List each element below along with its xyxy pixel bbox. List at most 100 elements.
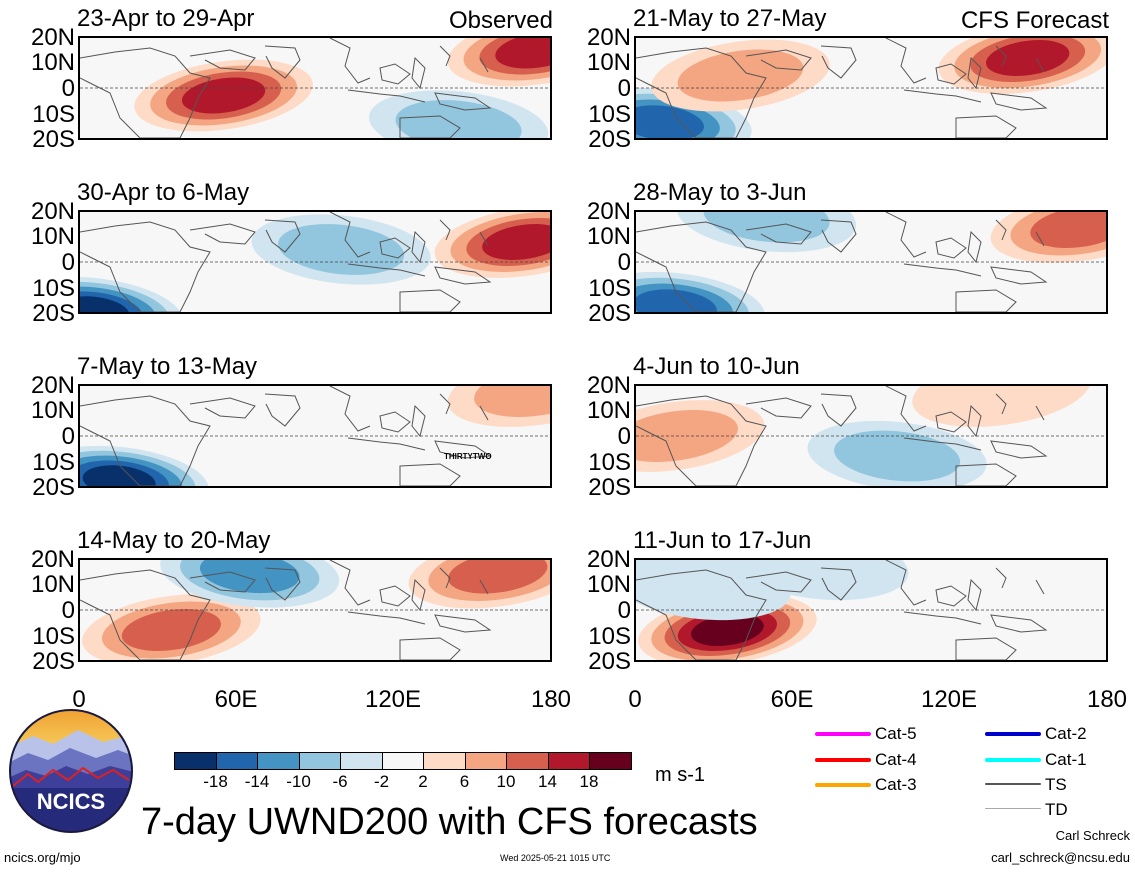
lon-label-left-180: 180	[530, 686, 572, 713]
coastline-11	[479, 231, 489, 247]
panel-title-4: 14-May to 20-May	[77, 527, 271, 554]
anomaly-contour-3-1	[912, 386, 1091, 427]
coastline-1	[80, 47, 211, 138]
coastline-1	[636, 395, 767, 486]
colorbar-swatch-6	[381, 752, 424, 770]
lat-label-r4-c1-3: 0	[61, 597, 75, 624]
lon-label-left-0: 0	[72, 686, 86, 713]
coastline-1	[80, 569, 211, 660]
coastline-8	[990, 440, 1048, 459]
lat-label-r1-c1-2: 10N	[30, 49, 75, 76]
map-panel-1	[78, 36, 552, 140]
coastline-4	[885, 560, 927, 606]
coastline-5	[347, 89, 426, 103]
anomaly-contour-3-1	[729, 560, 909, 601]
coastline-9	[399, 289, 461, 312]
coastline-9	[399, 115, 461, 138]
colorbar-swatch-4	[298, 752, 341, 770]
coastline-6	[935, 63, 967, 85]
map-svg-6	[636, 212, 1106, 312]
coastline-10	[439, 567, 451, 589]
coastline-4	[885, 38, 927, 84]
lon-label-right-120e: 120E	[920, 686, 978, 713]
colorbar-tick-2: -14	[244, 772, 270, 791]
ncics-logo: NCICS	[8, 708, 134, 834]
lat-label-r3-c2-1: 20N	[586, 372, 631, 399]
colorbar-tick-6: 2	[418, 772, 428, 791]
coastline-11	[1035, 57, 1045, 73]
coastline-8	[434, 440, 492, 459]
coastline-6	[935, 237, 967, 259]
legend-line-cat-2	[985, 732, 1041, 736]
colorbar-units: m s-1	[655, 764, 705, 786]
anomaly-contour-1-4	[181, 77, 266, 114]
map-svg-2	[80, 212, 550, 312]
logo-text: NCICS	[36, 789, 106, 814]
coastline-3	[264, 393, 301, 427]
footer-timestamp: Wed 2025-05-21 1015 UTC	[500, 853, 611, 863]
legend-label-cat-1: Cat-1	[1045, 750, 1087, 769]
anomaly-contour-1-3	[1030, 212, 1106, 248]
coastline-2	[745, 397, 812, 419]
legend-label-td: TD	[1045, 800, 1068, 819]
ncics-logo-icon	[9, 709, 133, 833]
colorbar-swatch-2	[215, 752, 258, 770]
coastline-2	[189, 571, 256, 593]
coastline-9	[399, 463, 461, 486]
coastline-5	[347, 437, 426, 451]
legend-label-cat-5: Cat-5	[875, 724, 917, 743]
coastline-8	[990, 92, 1048, 111]
lat-label-r4-c1-1: 20N	[30, 546, 75, 573]
coastline-3	[264, 567, 301, 601]
lat-label-r2-c1-2: 10N	[30, 223, 75, 250]
panel-title-6: 28-May to 3-Jun	[633, 179, 807, 206]
legend-line-cat-3	[815, 783, 871, 787]
colorbar-swatch-9	[506, 752, 549, 770]
colorbar-tick-5: -2	[373, 772, 390, 791]
coastline-10	[995, 45, 1007, 67]
coastline-1	[80, 395, 211, 486]
anomaly-contour-1-4	[482, 223, 550, 261]
panel-title-7: 4-Jun to 10-Jun	[633, 353, 800, 380]
coastline-8	[990, 266, 1048, 285]
coastline-10	[995, 219, 1007, 241]
colorbar-tick-4: -6	[332, 772, 348, 791]
coastline-10	[439, 393, 451, 415]
lat-label-r2-c1-1: 20N	[30, 198, 75, 225]
coastline-10	[995, 393, 1007, 415]
lat-label-r1-c1-3: 0	[61, 75, 75, 102]
coastline-8	[434, 614, 492, 633]
anomaly-contour-2-2	[474, 386, 550, 417]
map-panel-2	[78, 210, 552, 314]
lat-label-r1-c2-4: 10S	[588, 101, 631, 128]
coastline-5	[347, 263, 426, 277]
anomaly-contour-2-4	[636, 105, 704, 138]
footer-url: ncics.org/mjo	[4, 850, 81, 865]
colorbar-tick-10: 18	[579, 772, 599, 791]
anomaly-contour-3-3	[448, 560, 548, 594]
coastline-2	[745, 223, 812, 245]
coastline-9	[955, 115, 1017, 138]
coastline-11	[479, 405, 489, 421]
lat-label-r4-c1-5: 20S	[32, 648, 75, 675]
lat-label-r4-c2-5: 20S	[588, 648, 631, 675]
anomaly-contour-1-4	[986, 39, 1070, 77]
coastline-5	[903, 263, 982, 277]
anomaly-contour-1-2	[636, 410, 738, 462]
coastline-2	[189, 397, 256, 419]
coastline-11	[479, 579, 489, 595]
panel-title-5: 21-May to 27-May	[633, 5, 827, 32]
coastline-9	[399, 637, 461, 660]
panel-title-3: 7-May to 13-May	[77, 353, 258, 380]
coastline-6	[379, 237, 411, 259]
observed-label: Observed	[448, 7, 553, 34]
coastline-6	[379, 585, 411, 607]
coastline-11	[479, 57, 489, 73]
anomaly-contour-1-5	[82, 465, 156, 486]
coastline-11	[1035, 231, 1045, 247]
lat-label-r1-c2-3: 0	[617, 75, 631, 102]
coastline-9	[955, 463, 1017, 486]
colorbar-swatch-3	[257, 752, 300, 770]
lat-label-r3-c1-2: 10N	[30, 397, 75, 424]
coastline-4	[329, 38, 371, 84]
